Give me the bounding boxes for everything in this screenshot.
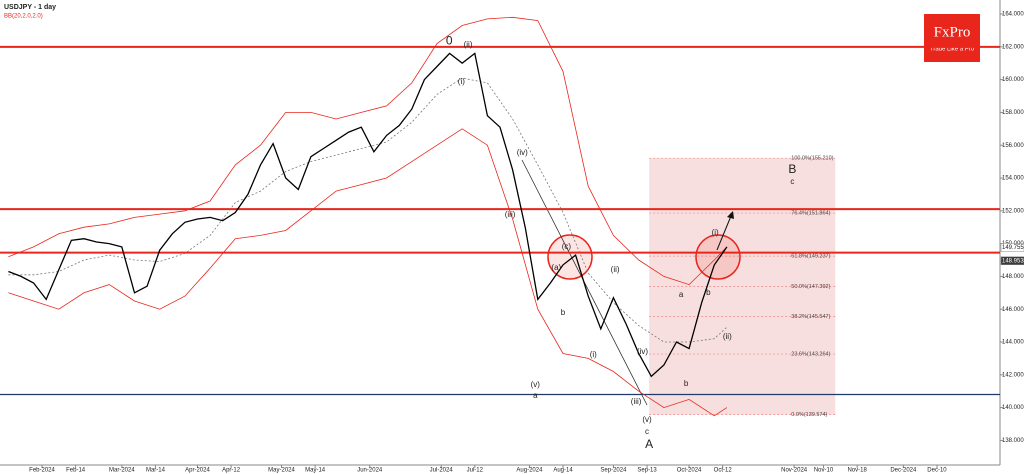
price-tag-label: 149.755 <box>1002 245 1024 251</box>
price-tag-label: 148.953 <box>1002 258 1024 264</box>
wave-label: 0 <box>446 33 453 47</box>
highlight-circle <box>695 234 741 280</box>
wave-label: (ii) <box>723 332 732 341</box>
wave-label: c <box>790 177 794 186</box>
y-tick-label: 160.000 <box>1002 77 1024 83</box>
logo-tagline: Trade Like a Pro <box>930 47 975 53</box>
fib-label: 76.4%(151.864) <box>791 210 830 216</box>
x-tick-label: Dec-10 <box>927 468 947 474</box>
x-tick-label: Mar-2024 <box>109 468 135 474</box>
highlight-circle <box>547 234 593 280</box>
wave-label: B <box>788 162 796 176</box>
wave-label: (iv) <box>517 148 528 157</box>
x-tick-label: Nov-2024 <box>781 468 808 474</box>
y-tick-label: 162.000 <box>1002 44 1024 50</box>
x-tick-label: Jun-2024 <box>357 468 383 474</box>
price-tag <box>1000 256 1024 266</box>
wave-label: a <box>533 391 538 400</box>
fib-label: 23.6%(143.264) <box>791 352 830 358</box>
arrow-head <box>727 211 734 219</box>
x-tick-label: May-14 <box>305 468 326 474</box>
x-tick-label: Nov-10 <box>814 468 834 474</box>
wave-label: b <box>684 379 689 388</box>
wave-label: (iv) <box>637 347 648 356</box>
x-tick-label: Sep-2024 <box>600 468 627 474</box>
y-tick-label: 142.000 <box>1002 372 1024 378</box>
wave-label: (ii) <box>611 265 620 274</box>
fib-label: 0.0%(139.574) <box>791 412 827 418</box>
x-tick-label: Sep-13 <box>637 468 657 474</box>
projection-arrow <box>716 215 732 251</box>
x-tick-label: Jul-2024 <box>430 468 454 474</box>
wave-label: (v) <box>642 415 652 424</box>
bollinger-upper <box>8 16 728 286</box>
fib-label: 61.8%(149.237) <box>791 254 830 260</box>
y-tick-label: 164.000 <box>1002 12 1024 18</box>
x-tick-label: Apr-2024 <box>185 468 210 474</box>
fib-label: 50.0%(147.392) <box>791 284 830 290</box>
x-tick-label: Apr-12 <box>222 468 241 474</box>
y-tick-label: 148.000 <box>1002 274 1024 280</box>
wave-label: a <box>679 290 684 299</box>
bollinger-lower <box>8 128 728 417</box>
wave-label: (i) <box>458 77 465 86</box>
y-tick-label: 152.000 <box>1002 208 1024 214</box>
wave-label: c <box>645 427 649 436</box>
logo-box <box>924 14 980 62</box>
price-tag <box>1000 243 1024 252</box>
wave-label: (c) <box>562 242 572 251</box>
y-tick-label: 140.000 <box>1002 405 1024 411</box>
y-tick-label: 138.000 <box>1002 438 1024 444</box>
wave-label: b <box>706 288 711 297</box>
price-line <box>8 52 728 378</box>
wave-label: (i) <box>712 228 719 237</box>
x-tick-label: Mar-14 <box>146 468 166 474</box>
x-tick-label: Aug-14 <box>553 468 573 474</box>
x-tick-label: Nov-18 <box>847 468 867 474</box>
y-tick-label: 156.000 <box>1002 143 1024 149</box>
wave-label: (ii) <box>464 40 473 49</box>
x-tick-label: Feb-14 <box>66 468 86 474</box>
x-tick-label: Oct-12 <box>714 468 733 474</box>
fib-label: 100.0%(155.210) <box>791 156 833 162</box>
y-tick-label: 154.000 <box>1002 176 1024 182</box>
wave-label: (a) <box>551 263 561 272</box>
fib-layer: 100.0%(155.210) 76.4%(151.864) 61.8%(149.2… <box>649 156 836 418</box>
indicator-label: BB(20,2.0,2.0) <box>4 14 43 20</box>
wave-label: (iii) <box>631 397 642 406</box>
x-tick-label: Aug-2024 <box>516 468 543 474</box>
wave-label: (i) <box>590 350 597 359</box>
wave-label: A <box>645 437 653 451</box>
x-tick-label: Jul-12 <box>467 468 484 474</box>
x-tick-label: Feb-2024 <box>29 468 55 474</box>
wave-label: (v) <box>531 380 541 389</box>
fib-label: 38.2%(145.547) <box>791 314 830 320</box>
y-tick-label: 146.000 <box>1002 307 1024 313</box>
chart-title: USDJPY - 1 day <box>4 4 56 11</box>
logo-name: FxPro <box>934 24 971 40</box>
x-tick-label: Dec-2024 <box>890 468 917 474</box>
wave-label: b <box>561 308 566 317</box>
y-tick-label: 158.000 <box>1002 110 1024 116</box>
x-tick-label: May-2024 <box>268 468 295 474</box>
x-tick-label: Oct-2024 <box>677 468 702 474</box>
y-tick-label: 144.000 <box>1002 340 1024 346</box>
wave-label: (iii) <box>505 210 516 219</box>
